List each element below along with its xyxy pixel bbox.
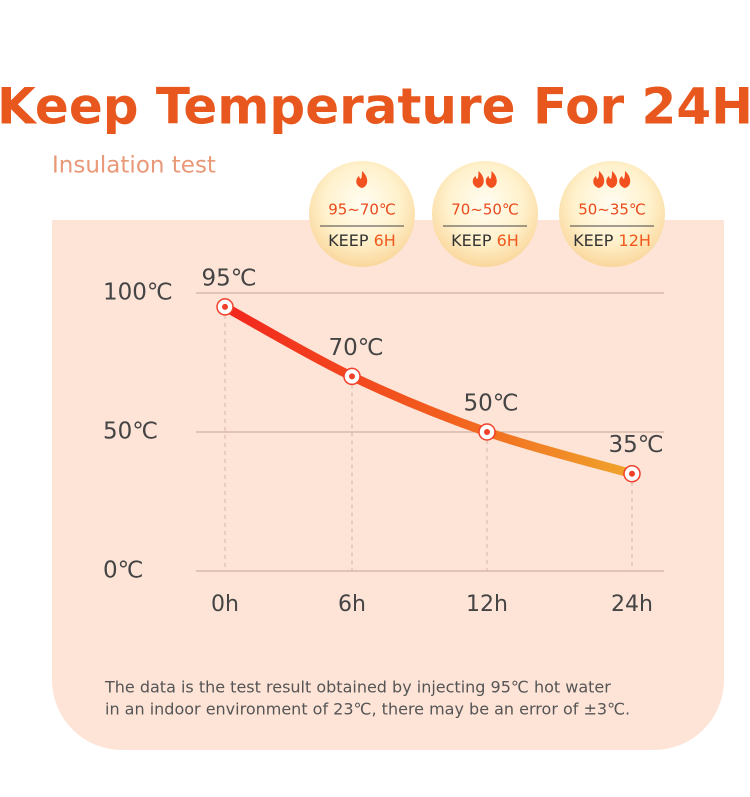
badge-range: 50~35℃: [578, 201, 646, 219]
badge-duration: 6H: [497, 231, 519, 250]
value-label: 95℃: [201, 265, 256, 291]
badge-keep-word: KEEP: [573, 231, 614, 250]
data-point-dot: [349, 373, 355, 380]
badge-keep: KEEP 12H: [573, 231, 651, 250]
x-tick-label: 12h: [466, 592, 508, 617]
title: Keep Temperature For 24H: [0, 78, 750, 136]
y-tick-label: 0℃: [103, 558, 143, 584]
badge: [559, 161, 665, 267]
badge: [432, 161, 538, 267]
badge-keep-word: KEEP: [451, 231, 492, 250]
flame-icon: [593, 171, 605, 188]
flame-icon: [606, 171, 618, 188]
data-point-dot: [484, 429, 490, 435]
flame-icon: [356, 171, 368, 188]
badge-range: 95~70℃: [328, 201, 396, 219]
badge-duration: 12H: [619, 231, 651, 250]
data-point-dot: [629, 470, 635, 477]
badge-range: 70~50℃: [451, 201, 519, 219]
badge-duration: 6H: [374, 231, 396, 250]
data-point-dot: [222, 303, 228, 310]
temperature-curve: [220, 302, 637, 479]
value-label: 70℃: [328, 335, 383, 361]
badge-keep: KEEP 6H: [451, 231, 519, 250]
x-tick-label: 0h: [211, 592, 239, 617]
flame-icon: [485, 171, 497, 188]
note-line: in an indoor environment of 23℃, there m…: [105, 700, 630, 719]
subtitle: Insulation test: [52, 153, 216, 179]
x-tick-label: 6h: [338, 592, 366, 617]
note-line: The data is the test result obtained by …: [104, 678, 611, 697]
badge: [309, 161, 415, 267]
badge-keep: KEEP 6H: [328, 231, 396, 250]
y-tick-label: 50℃: [103, 419, 158, 445]
value-label: 35℃: [608, 432, 663, 458]
y-tick-label: 100℃: [103, 280, 173, 306]
flame-icon: [472, 171, 484, 188]
value-label: 50℃: [463, 391, 518, 417]
badge-keep-word: KEEP: [328, 231, 369, 250]
x-tick-label: 24h: [611, 592, 653, 617]
flame-icon: [619, 171, 631, 188]
panel: [52, 220, 724, 750]
